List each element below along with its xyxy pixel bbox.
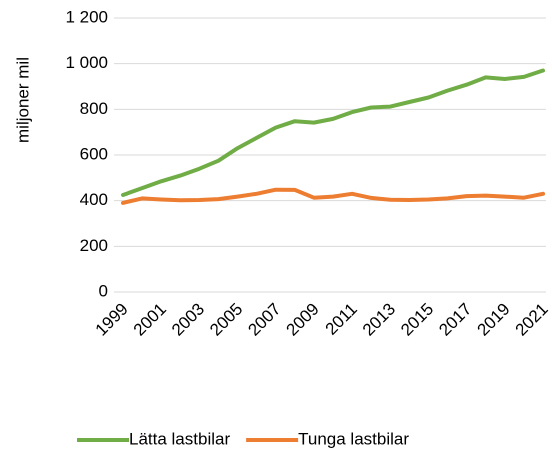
line-series [121, 68, 545, 197]
x-tick-label: 2011 [322, 299, 361, 338]
x-tick-label: 2021 [512, 299, 552, 339]
x-tick-label: 2005 [206, 299, 246, 339]
x-tick-label: 1999 [92, 299, 132, 339]
y-tick-label: 1 200 [65, 7, 108, 26]
legend-label: Tunga lastbilar [298, 429, 409, 448]
y-tick-label: 400 [80, 190, 108, 209]
y-tick-label: 600 [80, 144, 108, 163]
x-tick-label: 2009 [283, 299, 323, 339]
y-tick-label: 1 000 [65, 53, 108, 72]
y-tick-label: 0 [99, 281, 108, 300]
y-tick-label: 800 [80, 99, 108, 118]
x-tick-label: 2017 [435, 299, 475, 339]
x-tick-label: 2013 [359, 299, 399, 339]
x-tick-label: 2019 [473, 299, 513, 339]
x-tick-label: 2007 [244, 299, 284, 339]
legend-label: Lätta lastbilar [129, 429, 230, 448]
x-tick-label: 2001 [130, 299, 170, 339]
y-tick-label: 200 [80, 236, 108, 255]
y-axis-label: miljoner mil [13, 57, 32, 143]
line-series [121, 187, 545, 205]
x-tick-label: 2015 [397, 299, 437, 339]
x-tick-label: 2003 [168, 299, 208, 339]
